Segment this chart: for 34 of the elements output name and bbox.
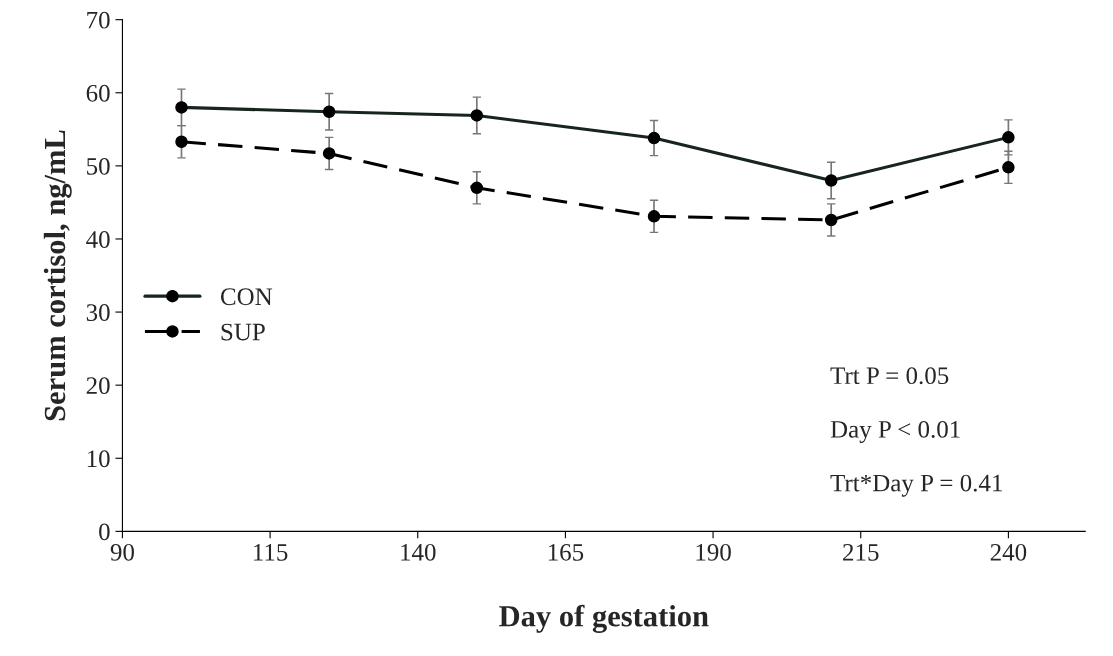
legend-label: CON <box>220 288 273 306</box>
x-axis-title: Day of gestation <box>499 604 709 633</box>
point <box>175 135 188 149</box>
y-tick-label: 40 <box>86 231 110 248</box>
y-tick-label: 50 <box>87 157 110 175</box>
y-tick-label: 70 <box>87 11 110 29</box>
y-tick-label: 30 <box>86 304 110 321</box>
point <box>824 213 838 227</box>
x-tick-label: 190 <box>696 543 731 561</box>
y-tick-label: 0 <box>99 523 110 541</box>
x-tick-label: 115 <box>254 544 288 561</box>
point <box>1002 161 1015 174</box>
point <box>647 131 661 145</box>
x-tick-label: 165 <box>548 543 584 561</box>
legend-label: SUP <box>221 323 265 341</box>
point <box>470 109 484 122</box>
point <box>824 174 838 187</box>
x-tick-label: 215 <box>843 543 879 561</box>
y-tick-label: 20 <box>86 377 110 395</box>
y-axis-title: Serum cortisol, ng/mL <box>43 130 72 421</box>
annotation: Trt*Day P = 0.41 <box>830 474 1002 497</box>
point <box>322 105 336 119</box>
point <box>470 181 484 195</box>
y-tick-label: 60 <box>86 84 110 102</box>
annotation: Trt P = 0.05 <box>830 367 949 385</box>
point <box>175 101 188 114</box>
y-tick-label: 10 <box>87 450 110 468</box>
x-tick-label: 140 <box>401 543 436 561</box>
point <box>322 147 336 160</box>
point <box>1002 131 1015 144</box>
annotation: Day P < 0.01 <box>830 420 960 443</box>
x-tick-label: 240 <box>990 543 1027 561</box>
x-tick-label: 90 <box>110 543 134 561</box>
point <box>647 210 661 223</box>
